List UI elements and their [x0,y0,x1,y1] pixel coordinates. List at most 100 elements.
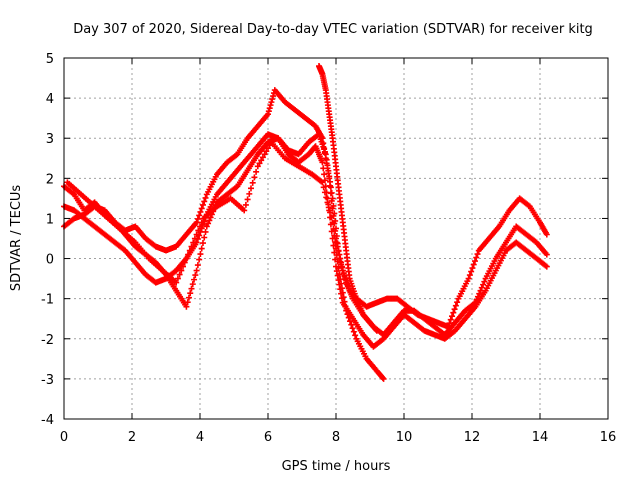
data-point [471,258,478,265]
data-point [263,148,270,155]
y-tick-label: -2 [41,333,54,348]
data-point [340,294,347,301]
data-point [332,239,339,246]
data-point [450,309,457,316]
data-point [481,278,488,285]
data-point [324,162,331,169]
data-point [270,93,277,100]
data-point [207,214,214,221]
data-point [198,245,205,252]
data-point [198,219,205,226]
data-point [335,265,342,272]
data-point [196,256,203,263]
data-point [454,299,461,306]
data-point [267,102,274,109]
data-point [341,273,348,280]
data-point [266,142,273,149]
data-point [199,240,206,247]
data-point [334,258,341,265]
data-point [188,285,195,292]
data-point [183,303,190,310]
data-point [265,145,271,152]
data-point [341,298,348,305]
data-point [194,215,201,222]
data-point [380,375,387,382]
data-point [466,272,473,279]
data-point [373,327,380,334]
data-point [331,210,338,217]
data-point [241,207,248,214]
y-tick-label: 5 [46,52,54,67]
data-point [352,332,359,339]
data-point [268,99,275,106]
data-point [193,219,200,226]
data-point [478,284,485,291]
x-tick-label: 10 [396,430,413,445]
data-point [452,302,459,309]
data-point [321,171,328,178]
data-point [336,255,343,262]
data-point [326,173,333,180]
data-point [336,271,343,278]
data-point [265,111,271,118]
x-axis-label: GPS time / hours [282,459,391,474]
data-point [186,247,193,254]
y-tick-label: 4 [46,92,54,107]
data-point [324,199,331,206]
data-series-4 [64,139,387,382]
data-point [265,108,272,115]
data-point [198,205,205,212]
data-point [345,314,352,321]
data-point [350,328,357,335]
data-point [379,374,386,381]
data-point [339,289,346,296]
data-point [320,184,327,191]
data-point [183,255,190,262]
data-point [258,157,265,164]
data-point [202,194,209,201]
x-tick-label: 16 [600,430,617,445]
data-point [344,311,351,318]
data-point [201,234,208,241]
data-point [342,303,349,310]
data-point [173,279,180,286]
data-series-5 [316,63,380,334]
data-point [325,204,332,211]
data-point [319,159,326,166]
data-point [340,270,347,277]
data-points [61,63,550,382]
data-point [372,326,379,333]
data-point [192,272,199,279]
data-point [331,232,338,239]
data-point [465,275,472,282]
data-point [323,194,330,201]
data-point [253,168,260,175]
x-tick-label: 0 [60,430,68,445]
data-point [249,179,256,186]
data-point [251,174,258,181]
data-point [266,105,273,112]
data-point [185,251,192,258]
data-point [191,276,198,283]
data-point [330,202,337,209]
x-tick-label: 14 [532,430,549,445]
data-point [338,280,345,287]
data-point [329,235,336,242]
data-point [470,261,477,268]
data-point [319,179,326,186]
data-point [343,307,350,314]
data-series-1 [61,87,550,330]
data-point [181,259,188,266]
data-point [338,285,345,292]
data-point [342,276,349,283]
data-point [330,242,337,249]
data-point [321,189,328,196]
data-point [205,220,212,227]
data-point [187,290,194,297]
y-tick-label: -4 [41,413,54,428]
data-point [328,189,335,196]
data-point [190,239,197,246]
data-point [256,160,263,167]
